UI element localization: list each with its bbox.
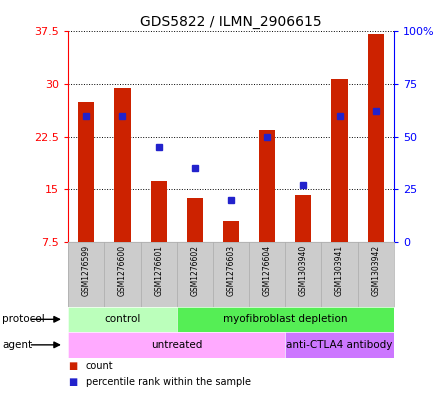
Text: GSM1276600: GSM1276600 (118, 245, 127, 296)
Text: GSM1303940: GSM1303940 (299, 245, 308, 296)
Bar (150, 181, 167, 242)
Bar (295, 195, 312, 242)
Text: GSM1303942: GSM1303942 (371, 245, 380, 296)
Bar (78, 101, 95, 242)
Bar (331, 79, 348, 242)
Text: percentile rank within the sample: percentile rank within the sample (86, 377, 251, 387)
Text: GSM1303941: GSM1303941 (335, 245, 344, 296)
Text: protocol: protocol (2, 314, 45, 324)
Text: GSM1276601: GSM1276601 (154, 245, 163, 296)
Text: count: count (86, 362, 114, 371)
Text: GSM1276604: GSM1276604 (263, 245, 271, 296)
Text: myofibroblast depletion: myofibroblast depletion (223, 314, 348, 324)
Title: GDS5822 / ILMN_2906615: GDS5822 / ILMN_2906615 (140, 15, 322, 29)
Text: ■: ■ (68, 377, 77, 387)
Text: anti-CTLA4 antibody: anti-CTLA4 antibody (286, 340, 393, 350)
Bar (114, 88, 131, 242)
Text: control: control (104, 314, 141, 324)
Text: agent: agent (2, 340, 32, 350)
Text: GSM1276599: GSM1276599 (82, 245, 91, 296)
Bar (367, 33, 384, 242)
Text: untreated: untreated (151, 340, 202, 350)
Text: ■: ■ (68, 362, 77, 371)
Bar (259, 130, 275, 242)
Bar (187, 198, 203, 242)
Text: GSM1276602: GSM1276602 (191, 245, 199, 296)
Text: GSM1276603: GSM1276603 (227, 245, 235, 296)
Bar (223, 220, 239, 242)
